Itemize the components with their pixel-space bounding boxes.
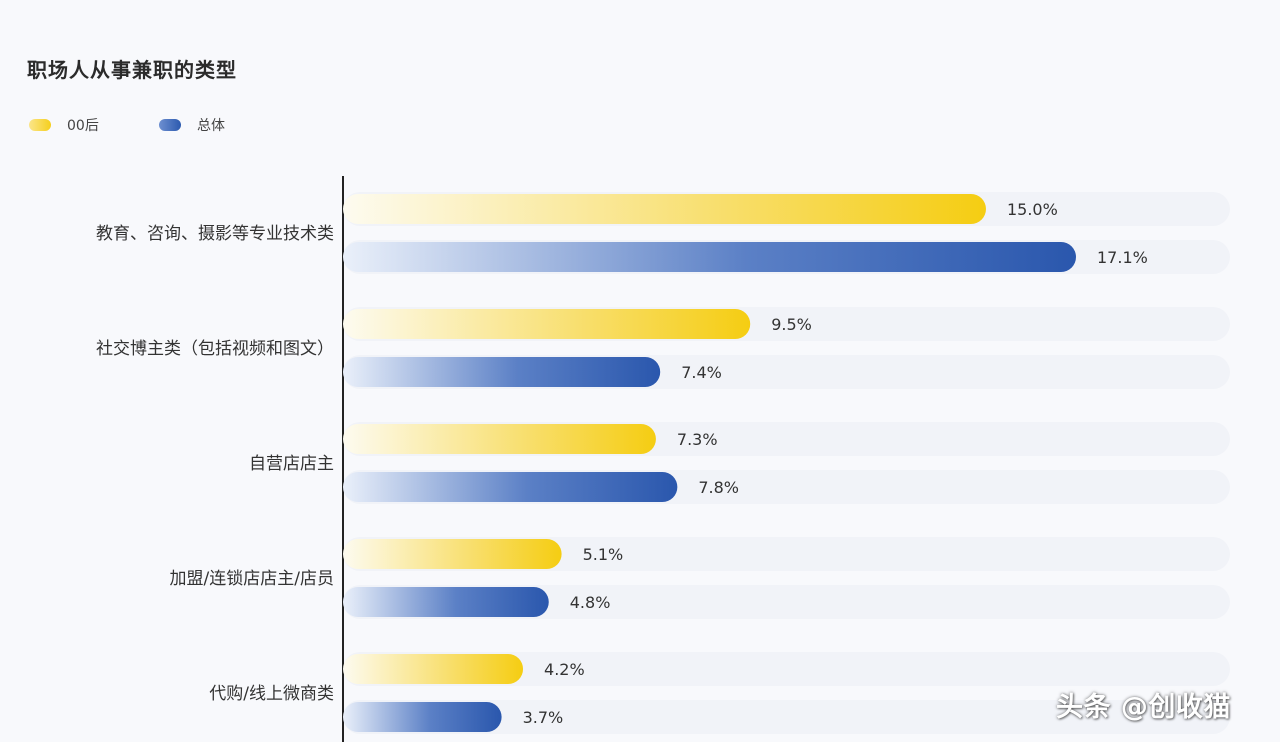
value-label: 5.1% bbox=[583, 545, 624, 564]
row-bands bbox=[343, 192, 1230, 734]
legend-label: 总体 bbox=[197, 118, 225, 134]
bar-00hou bbox=[343, 309, 751, 339]
bar-overall bbox=[343, 702, 502, 732]
legend-label: 00后 bbox=[67, 118, 99, 134]
bar-00hou bbox=[343, 654, 524, 684]
bar-overall bbox=[343, 357, 661, 387]
row-band bbox=[343, 700, 1230, 734]
value-label: 7.8% bbox=[698, 478, 739, 497]
legend-swatch-yellow bbox=[29, 119, 51, 131]
chart-title: 职场人从事兼职的类型 bbox=[27, 58, 237, 82]
category-label: 代购/线上微商类 bbox=[209, 684, 334, 704]
bar-overall bbox=[343, 472, 678, 502]
legend-item-00hou: 00后 bbox=[29, 115, 99, 135]
legend-item-overall: 总体 bbox=[159, 115, 225, 135]
bar-00hou bbox=[343, 424, 656, 454]
value-label: 7.3% bbox=[677, 430, 718, 449]
legend-swatch-blue bbox=[159, 119, 181, 131]
watermark-text: 头条 @创收猫 bbox=[1056, 692, 1231, 723]
category-label: 社交博主类（包括视频和图文） bbox=[96, 339, 334, 359]
row-band bbox=[343, 537, 1230, 571]
row-band bbox=[343, 652, 1230, 686]
category-label: 自营店店主 bbox=[249, 454, 334, 474]
value-label: 4.8% bbox=[570, 593, 611, 612]
bar-00hou bbox=[343, 539, 562, 569]
value-label: 17.1% bbox=[1097, 248, 1148, 267]
value-label: 4.2% bbox=[544, 660, 585, 679]
category-label: 教育、咨询、摄影等专业技术类 bbox=[96, 224, 334, 244]
value-label: 7.4% bbox=[681, 363, 722, 382]
bar-overall bbox=[343, 587, 549, 617]
value-label: 15.0% bbox=[1007, 200, 1058, 219]
value-label: 3.7% bbox=[523, 708, 564, 727]
chart-marks: 教育、咨询、摄影等专业技术类 15.0% 17.1% 社交博主类（包括视频和图文） 9.… bbox=[96, 194, 1148, 732]
row-band bbox=[343, 585, 1230, 619]
value-label: 9.5% bbox=[771, 315, 812, 334]
category-label: 加盟/连锁店店主/店员 bbox=[170, 569, 334, 589]
bar-00hou bbox=[343, 194, 986, 224]
bar-overall bbox=[343, 242, 1076, 272]
